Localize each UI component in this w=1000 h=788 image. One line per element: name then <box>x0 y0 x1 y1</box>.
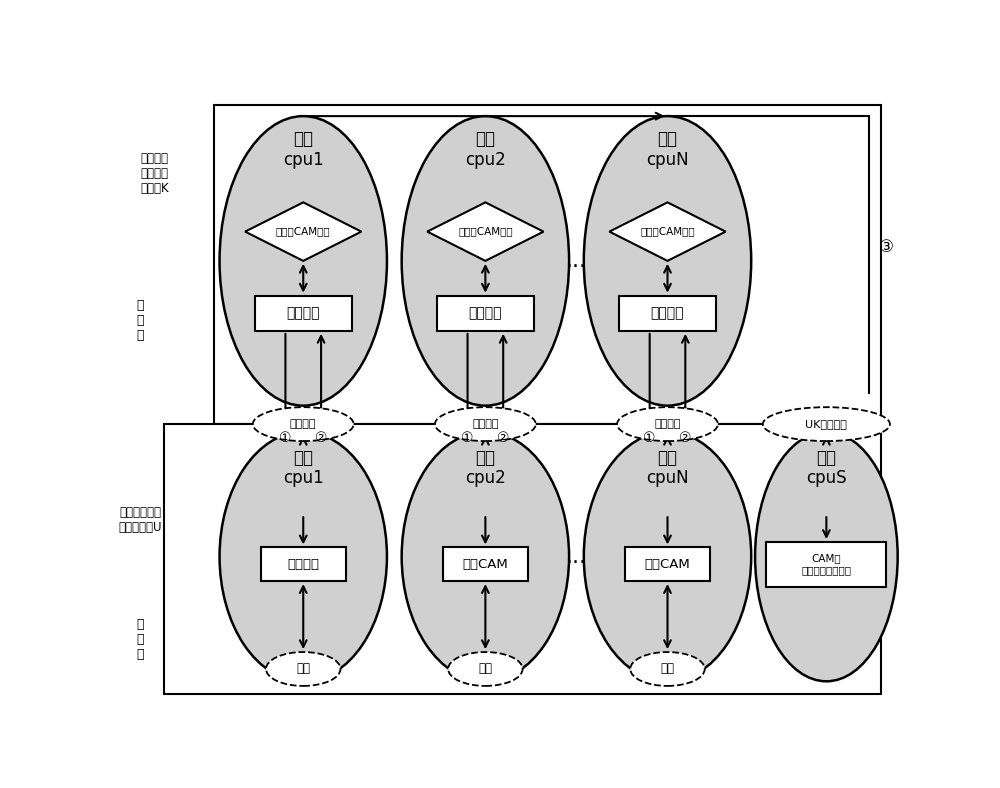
Text: ②: ② <box>497 431 509 445</box>
Polygon shape <box>427 203 544 261</box>
Text: 基于会话转发
的快速模块U: 基于会话转发 的快速模块U <box>119 507 162 534</box>
Text: ...: ... <box>566 547 587 567</box>
Text: ...: ... <box>566 251 587 271</box>
Bar <box>619 296 716 331</box>
Text: 需新建CAM表项: 需新建CAM表项 <box>276 227 331 236</box>
Text: 需新建CAM表项: 需新建CAM表项 <box>458 227 513 236</box>
Text: ③: ③ <box>879 238 893 256</box>
Text: ②: ② <box>315 431 327 445</box>
Text: CAM表
会话新建维护模块: CAM表 会话新建维护模块 <box>801 553 851 575</box>
Text: 用
户
态: 用 户 态 <box>137 619 144 661</box>
Bar <box>261 548 346 582</box>
Text: 网卡: 网卡 <box>660 663 674 675</box>
Text: 慢速
cpu1: 慢速 cpu1 <box>283 130 324 169</box>
Ellipse shape <box>630 652 705 686</box>
Ellipse shape <box>435 407 536 441</box>
Text: 新建会话: 新建会话 <box>287 558 319 571</box>
Ellipse shape <box>253 407 354 441</box>
Text: 慢速
cpuN: 慢速 cpuN <box>646 130 689 169</box>
Text: 通道模块: 通道模块 <box>472 419 499 429</box>
Polygon shape <box>245 203 361 261</box>
Text: ②: ② <box>679 431 692 445</box>
Ellipse shape <box>266 652 340 686</box>
Ellipse shape <box>220 432 387 682</box>
Text: 网卡: 网卡 <box>478 663 492 675</box>
Text: ①: ① <box>643 431 656 445</box>
Text: 快速
cpuN: 快速 cpuN <box>646 448 689 488</box>
Text: 通道模块: 通道模块 <box>654 419 681 429</box>
Bar <box>255 296 352 331</box>
Text: 快速
cpuS: 快速 cpuS <box>806 448 847 488</box>
Text: 新建CAM: 新建CAM <box>645 558 690 571</box>
Text: 通道模块: 通道模块 <box>290 419 316 429</box>
Ellipse shape <box>448 652 523 686</box>
Ellipse shape <box>763 407 890 441</box>
Text: ①: ① <box>279 431 292 445</box>
Bar <box>443 548 528 582</box>
Ellipse shape <box>402 432 569 682</box>
Text: 快速
cpu1: 快速 cpu1 <box>283 448 324 488</box>
Text: 需新建CAM表项: 需新建CAM表项 <box>640 227 695 236</box>
Ellipse shape <box>617 407 718 441</box>
Ellipse shape <box>402 116 569 406</box>
Ellipse shape <box>755 432 898 682</box>
Text: 策略匹配: 策略匹配 <box>287 307 320 320</box>
Ellipse shape <box>584 432 751 682</box>
Text: 策略匹配: 策略匹配 <box>651 307 684 320</box>
Text: UK通道模块: UK通道模块 <box>805 419 847 429</box>
Bar <box>214 105 881 424</box>
Text: ①: ① <box>461 431 474 445</box>
Text: 策略匹配: 策略匹配 <box>469 307 502 320</box>
Text: 新建CAM: 新建CAM <box>462 558 508 571</box>
Bar <box>164 424 881 693</box>
Bar <box>625 548 710 582</box>
Text: 快速
cpu2: 快速 cpu2 <box>465 448 506 488</box>
Ellipse shape <box>584 116 751 406</box>
Bar <box>766 542 886 586</box>
Text: 实现复杂
功能的慢
速模块K: 实现复杂 功能的慢 速模块K <box>140 152 169 195</box>
Polygon shape <box>609 203 726 261</box>
Bar <box>437 296 534 331</box>
Ellipse shape <box>220 116 387 406</box>
Text: 网卡: 网卡 <box>296 663 310 675</box>
Text: 内
核
态: 内 核 态 <box>137 299 144 342</box>
Text: 慢速
cpu2: 慢速 cpu2 <box>465 130 506 169</box>
